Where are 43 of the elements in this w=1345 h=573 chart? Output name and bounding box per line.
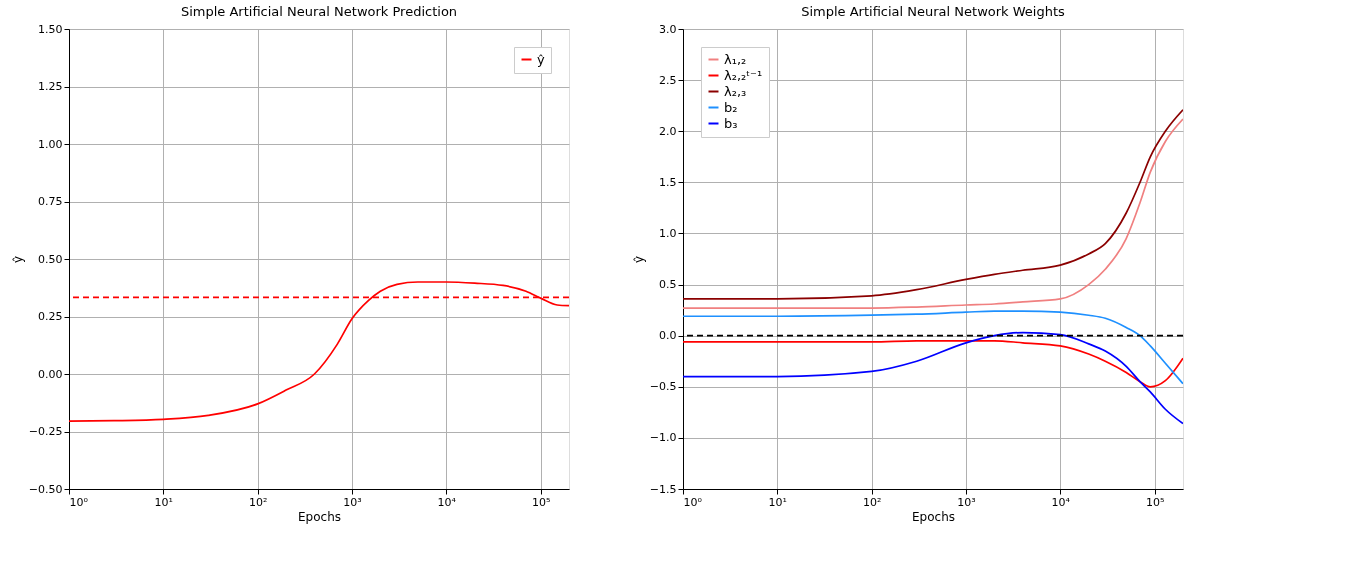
y-tick-label: 3.0 xyxy=(659,22,677,36)
y-tick-label: 1.0 xyxy=(659,226,677,240)
y-tick-label: 1.00 xyxy=(38,137,63,151)
x-tick-label: 10⁵ xyxy=(531,495,551,509)
y-tick-label: 0.25 xyxy=(38,310,63,323)
legend-label: b₂ xyxy=(724,99,738,115)
y-axis-title: ŷ xyxy=(10,255,25,264)
y-tick-label: 2.5 xyxy=(659,73,677,87)
x-tick-label: 10⁰ xyxy=(69,495,89,509)
legend-label: b₃ xyxy=(724,115,738,131)
x-tick-label: 10⁰ xyxy=(683,495,703,509)
y-tick-label: 0.0 xyxy=(659,329,677,343)
y-tick-label: 0.50 xyxy=(38,252,63,266)
x-tick-label: 10³ xyxy=(343,495,362,509)
x-tick-label: 10⁵ xyxy=(1145,495,1165,509)
y-tick-label: 0.75 xyxy=(38,195,63,208)
x-tick-label: 10² xyxy=(248,495,268,509)
y-tick-label: −0.50 xyxy=(28,482,63,496)
y-tick-label: 0.00 xyxy=(38,367,63,381)
y-tick-label: 0.5 xyxy=(659,278,677,292)
x-tick-label: 10² xyxy=(862,495,882,509)
y-tick-label: 1.5 xyxy=(659,175,677,189)
y-tick-label: −1.0 xyxy=(649,431,677,445)
y-tick-label: −0.5 xyxy=(649,380,677,394)
y-tick-label: 1.50 xyxy=(38,22,63,36)
x-axis-title: Epochs xyxy=(298,509,341,524)
legend-label: λ₂,₂ᵗ⁻¹ xyxy=(724,67,763,83)
y-axis-title: ŷ xyxy=(631,255,646,264)
x-tick-label: 10¹ xyxy=(768,495,788,509)
y-tick-label: 2.0 xyxy=(659,124,677,138)
legend-label: λ₂,₃ xyxy=(724,83,747,99)
legend-label: λ₁,₂ xyxy=(724,51,747,67)
legend-label: ŷ xyxy=(537,51,545,67)
x-tick-label: 10⁴ xyxy=(437,495,457,509)
x-tick-label: 10³ xyxy=(957,495,976,509)
x-tick-label: 10¹ xyxy=(154,495,174,509)
y-tick-label: −1.5 xyxy=(649,482,677,496)
x-axis-title: Epochs xyxy=(912,509,955,524)
chart-title: Simple Artificial Neural Network Prediction xyxy=(180,4,458,19)
x-tick-label: 10⁴ xyxy=(1051,495,1071,509)
chart-title: Simple Artificial Neural Network Weights xyxy=(801,4,1066,19)
y-tick-label: −0.25 xyxy=(28,425,63,438)
y-tick-label: 1.25 xyxy=(38,80,63,93)
